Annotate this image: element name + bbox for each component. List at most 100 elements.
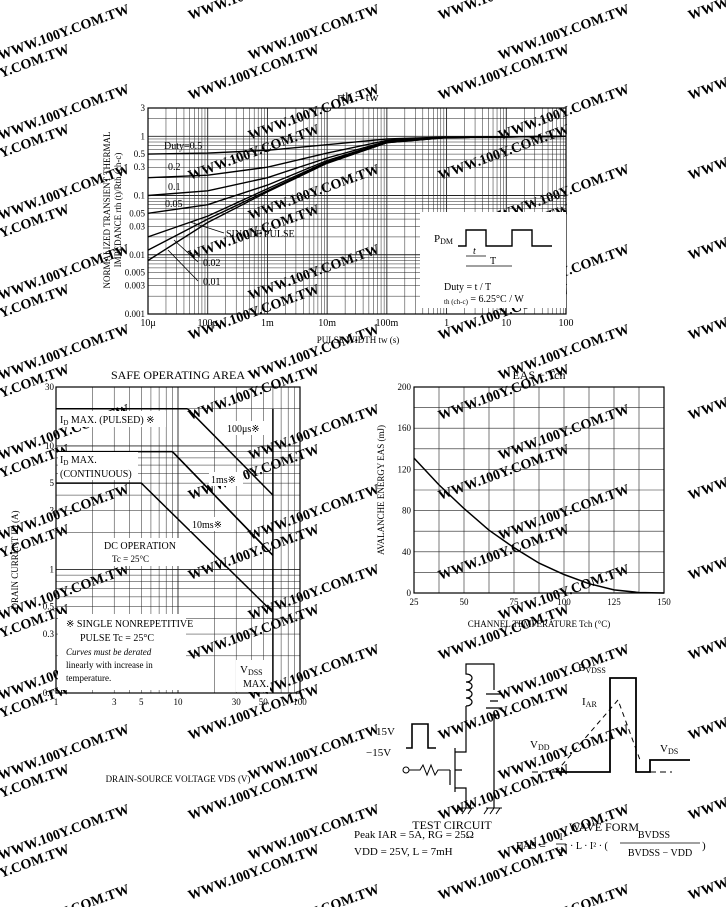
y-tick-label: 3	[141, 103, 146, 113]
test-circuit: 15V −15V TEST CIRCUIT	[366, 663, 502, 832]
note-5: temperature.	[66, 673, 111, 683]
tc-label: Tc = 25°C	[112, 554, 149, 564]
x-tick-label: 75	[510, 597, 520, 607]
duty-005-label: 0.05	[165, 199, 183, 210]
y-tick-label: 0.3	[134, 162, 146, 172]
x-tick-label: 10μ	[140, 318, 155, 329]
series-line	[147, 135, 567, 262]
formula-right: )	[702, 840, 706, 852]
100us-bg	[225, 421, 267, 435]
soa-series-line	[187, 408, 274, 496]
formula-half-num: 1	[559, 832, 564, 843]
rth-value: th (ch-c) = 6.25°C / W	[444, 294, 524, 306]
y-tick-label: 0.03	[129, 221, 145, 231]
soa-y-label: DRAIN CURRENT ID (A)	[10, 510, 20, 609]
id-max-pulsed-label: ID MAX. (PULSED) ※	[60, 415, 155, 427]
eas-x-label: CHANNEL TEMPERATURE Tch (°C)	[468, 619, 611, 629]
1ms-bg	[209, 472, 243, 486]
formula-num: BVDSS	[638, 830, 670, 841]
arrow-single	[189, 221, 225, 234]
duty-formula: Duty = t / T	[444, 282, 491, 293]
y-tick-label: 120	[398, 464, 412, 474]
input-terminal	[402, 766, 410, 774]
y-tick-label: 5	[50, 478, 55, 488]
rth-tw-title: rth − tw	[337, 89, 379, 104]
soa-chart: SAFE OPERATING AREA 1 3 5 10 30 50 100 0.1 0.3 0…	[10, 368, 307, 784]
pdm-label: PDM	[434, 233, 453, 246]
duty-02-label: 0.2	[168, 162, 181, 173]
formula-half-den: 2	[559, 848, 564, 859]
soa-title: SAFE OPERATING AREA	[111, 368, 245, 382]
note-3: Curves must be derated	[66, 647, 152, 657]
test-circuit-caption: TEST CIRCUIT	[412, 818, 492, 832]
x-tick-label: 50	[460, 597, 470, 607]
gate-pulse	[406, 723, 436, 749]
note-2: PULSE Tc = 25°C	[80, 633, 154, 644]
x-tick-label: 1	[54, 697, 59, 707]
dc-operation-label: DC OPERATION	[104, 541, 176, 552]
y-tick-label: 10	[45, 441, 55, 451]
y-tick-label: 0.003	[125, 281, 146, 291]
pulsed-label-bg	[58, 411, 166, 427]
wave-form-caption: WAVE FORM	[569, 820, 639, 834]
v15-label: 15V	[376, 726, 395, 738]
10ms-label: 10ms※	[192, 520, 222, 531]
100us-label: 100μs※	[227, 424, 260, 435]
mosfet	[449, 722, 467, 808]
y-tick-label: 200	[398, 382, 412, 392]
t-label: t	[473, 246, 476, 257]
id-max-cont-label-1: ID MAX.	[60, 455, 97, 467]
y-tick-label: 0.5	[134, 149, 146, 159]
duty-001-label: 0.01	[203, 277, 221, 288]
y-tick-label: 1	[50, 564, 55, 574]
footer-line-2: VDD = 25V, L = 7mH	[354, 846, 453, 858]
note-4: linearly with increase in	[66, 660, 153, 670]
plot-frame	[413, 386, 665, 594]
x-tick-label: 150	[657, 597, 671, 607]
eas-y-label: AVALANCHE ENERGY EAS (mJ)	[376, 425, 386, 555]
formula-left: EAS =	[516, 840, 546, 852]
y-tick-label: 0.5	[43, 602, 55, 612]
rth-tw-chart: rth − tw 10μ 100μ 1m 10m 100m 1 10 100 0.001 0.0…	[102, 89, 574, 345]
formula-mid: · L · I² · (	[570, 841, 609, 852]
x-tick-label: 1	[444, 318, 449, 329]
y-tick-label: 0.1	[134, 191, 145, 201]
vdss-max-label: MAX.	[243, 679, 269, 690]
x-tick-label: 10	[174, 697, 184, 707]
vdss-label: VDSS	[240, 664, 263, 677]
vdss-bg	[236, 660, 270, 692]
y-tick-label: 0.1	[43, 688, 54, 698]
note-1: ※ SINGLE NONREPETITIVE	[66, 619, 193, 630]
x-tick-label: 25	[410, 597, 420, 607]
1ms-label: 1ms※	[211, 475, 236, 486]
rth-tw-y-label-2: IMPEDANCE rth (t)/Rth (ch-c)	[113, 153, 123, 268]
vdd-label: VDD	[530, 739, 550, 752]
x-tick-label: 100μ	[198, 318, 218, 329]
id-max-cont-label-2: (CONTINUOUS)	[60, 469, 132, 480]
x-tick-label: 10m	[318, 318, 336, 329]
x-tick-label: 125	[607, 597, 621, 607]
series-line	[147, 135, 567, 197]
x-tick-label: 100m	[375, 318, 398, 329]
x-tick-label: 1m	[261, 318, 274, 329]
duty-01-label: 0.1	[168, 182, 181, 193]
y-tick-label: 0	[407, 588, 412, 598]
10ms-bg	[190, 517, 230, 531]
supply	[486, 693, 502, 808]
y-tick-label: 40	[402, 547, 412, 557]
arrow-001	[167, 249, 199, 282]
x-tick-label: 50	[259, 697, 269, 707]
dc-bg	[102, 538, 184, 566]
x-tick-label: 100	[557, 597, 571, 607]
x-tick-label: 30	[232, 697, 242, 707]
pulse-waveform	[458, 229, 552, 247]
y-tick-label: 0.3	[43, 629, 55, 639]
note-bg	[58, 614, 186, 690]
iar-label: IAR	[582, 696, 597, 709]
y-tick-label: 80	[402, 506, 412, 516]
plot-frame	[55, 386, 301, 694]
duty-002-label: 0.02	[203, 258, 221, 269]
ground-1	[455, 807, 474, 815]
gate-resistor	[409, 763, 450, 777]
plot-frame	[147, 107, 567, 315]
